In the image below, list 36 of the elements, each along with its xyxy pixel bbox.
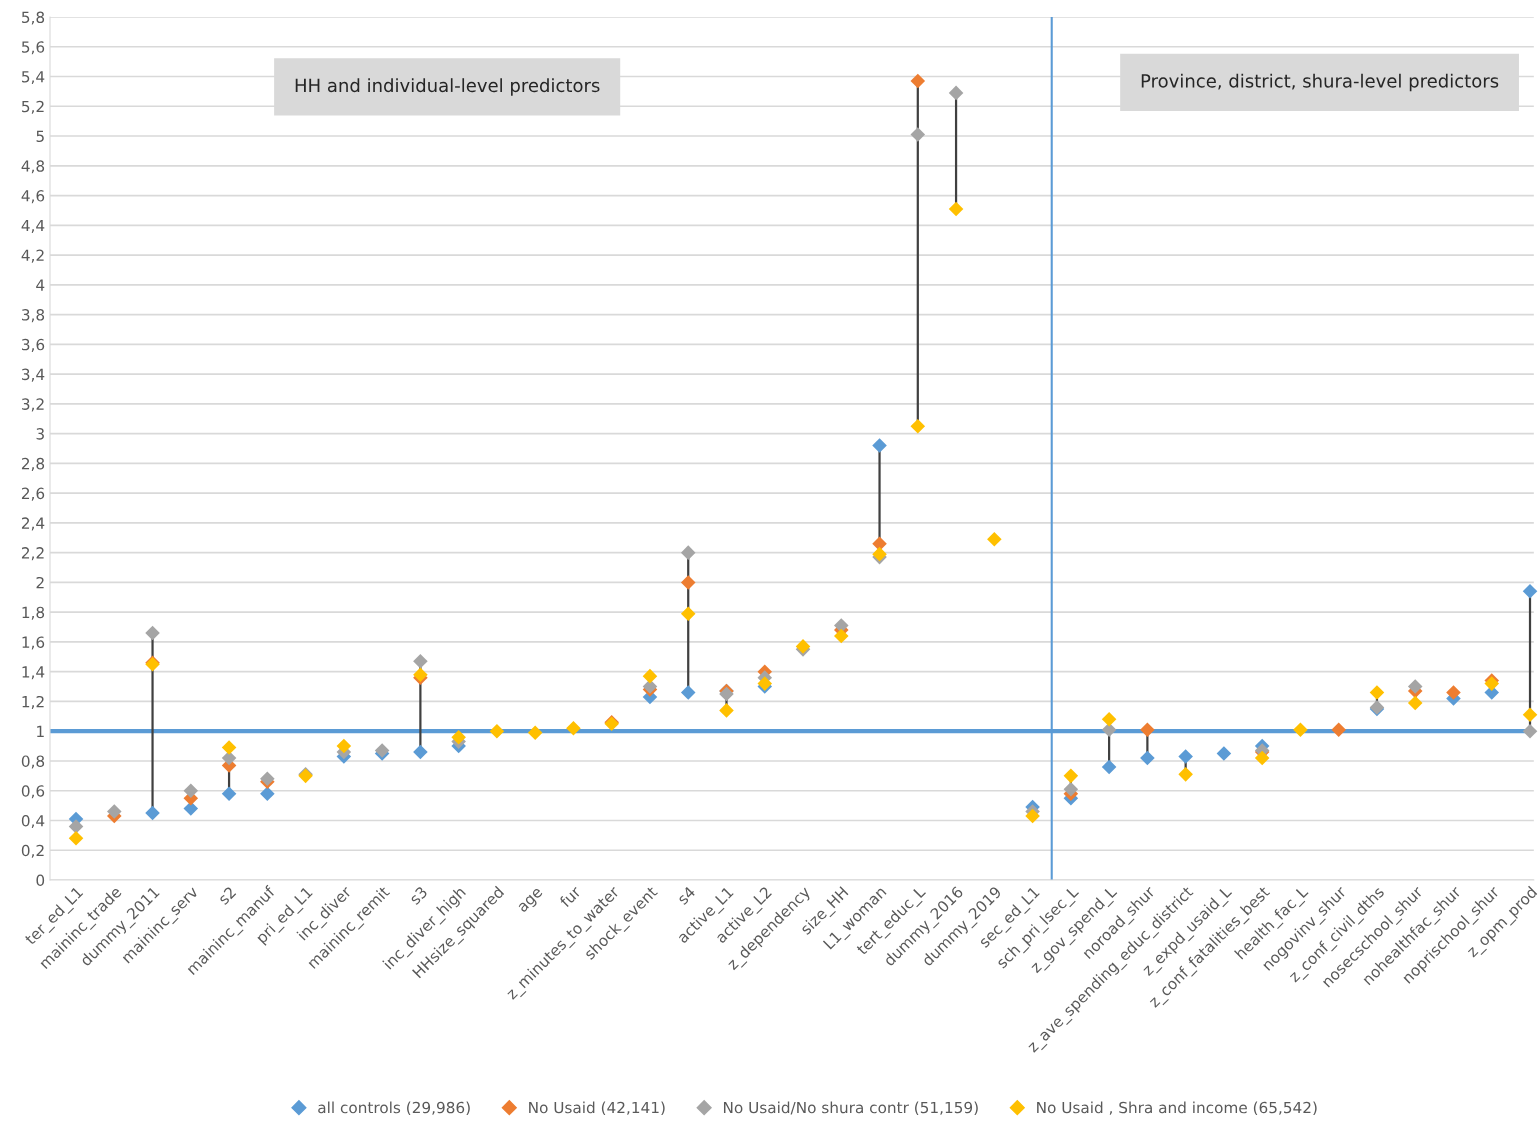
y-tick-label: 3,6 (22, 338, 45, 352)
y-tick-label: 4,2 (21, 249, 44, 263)
y-tick-label: 5,4 (22, 71, 45, 85)
annotation: Province, district, shura-level predictors (1141, 73, 1499, 92)
y-tick-label: 0,6 (21, 785, 45, 799)
y-tick-label: 2,2 (21, 547, 44, 561)
y-tick-label: 1,8 (22, 606, 45, 620)
y-tick-label: 1,4 (22, 666, 45, 680)
annotation: HH and individual-level predictors (295, 78, 600, 96)
y-tick-label: 5,2 (22, 100, 44, 114)
y-tick-label: 4,6 (21, 190, 45, 204)
y-tick-label: 1 (37, 725, 44, 738)
y-tick-label: 3,8 (22, 309, 45, 323)
legend-label: No Usaid , Shra and income (65,542) (1037, 1101, 1317, 1116)
y-tick-label: 2,8 (21, 457, 45, 471)
legend-label: all controls (29,986) (318, 1101, 470, 1116)
y-tick-label: 3,2 (22, 398, 44, 412)
y-tick-label: 4 (36, 279, 45, 291)
y-tick-label: 1,2 (22, 695, 44, 710)
y-tick-label: 2,4 (21, 517, 45, 531)
y-tick-label: 0 (36, 874, 45, 887)
y-tick-label: 0,4 (21, 814, 45, 829)
y-tick-label: 2,6 (21, 487, 45, 501)
y-tick-label: 2 (36, 576, 44, 589)
legend-label: No Usaid/No shura contr (51,159) (723, 1101, 978, 1116)
y-tick-label: 0,2 (21, 844, 44, 858)
y-tick-label: 3,4 (22, 368, 45, 382)
y-tick-label: 3 (36, 428, 44, 440)
y-tick-label: 4,8 (21, 160, 45, 174)
y-tick-label: 1,6 (22, 636, 45, 650)
y-tick-label: 5,8 (22, 11, 45, 25)
legend-label: No Usaid (42,141) (529, 1101, 665, 1116)
y-tick-label: 4,4 (21, 219, 45, 233)
y-tick-label: 5,6 (22, 41, 45, 55)
y-tick-label: 5 (36, 130, 44, 143)
y-tick-label: 0,8 (21, 755, 45, 769)
